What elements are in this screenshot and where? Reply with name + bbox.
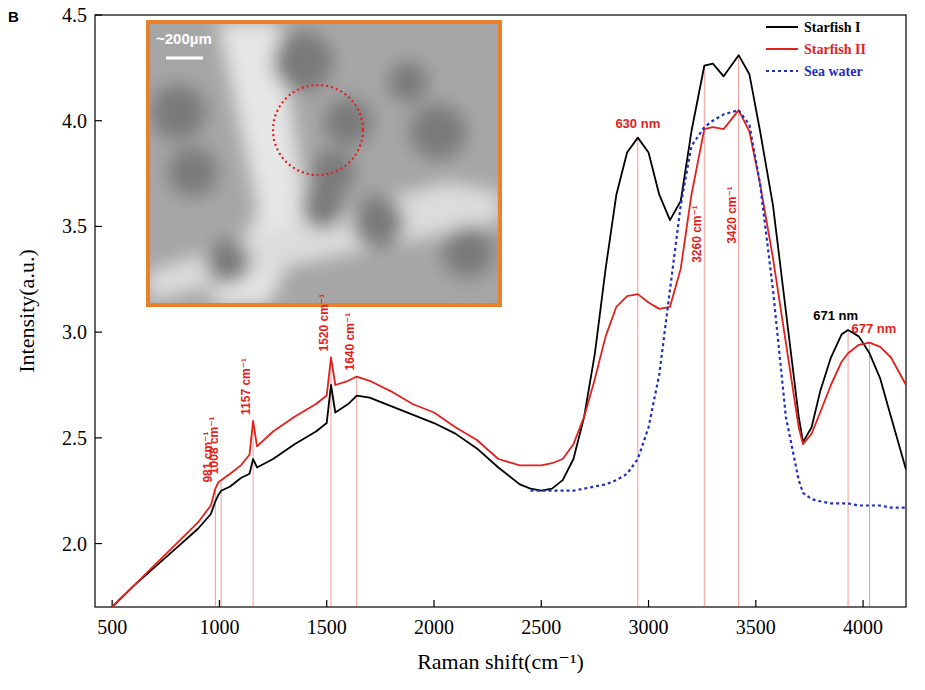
- y-tick: [95, 332, 102, 333]
- inset-bright-band: [148, 182, 500, 302]
- annotation-line: [356, 377, 357, 607]
- x-tick: [433, 600, 434, 607]
- x-tick-label: 500: [97, 616, 127, 638]
- annotation-line: [221, 480, 222, 607]
- legend-label: Starfish II: [804, 42, 866, 57]
- x-tick-label: 1000: [199, 616, 239, 638]
- series-line: [112, 110, 906, 607]
- y-tick-label: 2.5: [62, 427, 87, 449]
- annotation-label: 677 nm: [852, 321, 897, 336]
- annotation-label: 1640 cm⁻¹: [343, 313, 357, 371]
- x-tick: [219, 600, 220, 607]
- inset-content: ~200µm: [148, 22, 500, 305]
- scale-label: ~200µm: [156, 30, 212, 47]
- annotation-line: [637, 138, 638, 607]
- annotation-label: 1008 cm⁻¹: [207, 416, 221, 474]
- annotation-lines: [215, 55, 869, 607]
- y-tick: [95, 437, 102, 438]
- panel-letter: B: [8, 8, 19, 25]
- annotation-line: [738, 55, 739, 607]
- x-tick-label: 3000: [629, 616, 669, 638]
- x-tick-label: 3500: [736, 616, 776, 638]
- legend-swatch: [766, 26, 798, 28]
- y-tick: [95, 226, 102, 227]
- inset-ground: [148, 22, 500, 305]
- inset-cell: [324, 98, 372, 146]
- x-tick-label: 1500: [307, 616, 347, 638]
- x-tick: [755, 600, 756, 607]
- y-tick-label: 3.5: [62, 215, 87, 237]
- inset-cell: [168, 147, 218, 197]
- scale-bar: [166, 57, 203, 60]
- inset-cell: [442, 226, 494, 278]
- annotation-label: 3420 cm⁻¹: [725, 186, 739, 244]
- x-axis-title: Raman shift(cm⁻¹): [417, 649, 584, 674]
- y-tick-label: 3.0: [62, 321, 87, 343]
- x-tick-label: 2000: [414, 616, 454, 638]
- legend-label: Starfish I: [804, 20, 860, 35]
- inset-cell: [301, 185, 345, 229]
- x-tick-label: 2500: [521, 616, 561, 638]
- series-line: [112, 55, 906, 607]
- y-axis-title: Intensity(a.u.): [14, 249, 39, 372]
- annotation-label: 630 nm: [615, 116, 660, 131]
- series-lines: [112, 55, 906, 607]
- y-tick: [95, 543, 102, 544]
- x-tick-label: 4000: [843, 616, 883, 638]
- annotation-line: [253, 421, 254, 607]
- legend: Starfish I Starfish II Sea water: [766, 20, 866, 79]
- y-tick-label: 2.0: [62, 533, 87, 555]
- x-tick: [648, 600, 649, 607]
- legend-swatch: [766, 48, 798, 50]
- y-tick: [95, 14, 102, 15]
- series-line: [531, 110, 906, 507]
- x-tick: [862, 600, 863, 607]
- inset-border: [148, 22, 500, 305]
- x-tick: [541, 600, 542, 607]
- inset-image: ~200µm: [148, 22, 500, 305]
- annotation-line: [704, 66, 705, 607]
- page: {"chart_data": { "type": "line", "panel"…: [0, 0, 925, 690]
- inset-cell: [410, 104, 466, 160]
- x-tick: [326, 600, 327, 607]
- legend-label: Sea water: [804, 64, 863, 79]
- annotation-label: 1520 cm⁻¹: [317, 294, 331, 352]
- annotation-label: 1157 cm⁻¹: [239, 358, 253, 415]
- inset-blobs: [148, 22, 500, 305]
- y-tick-label: 4.5: [62, 4, 87, 26]
- annotation-line: [215, 489, 216, 607]
- legend-swatch: [766, 70, 798, 72]
- inset-cell: [150, 84, 206, 140]
- y-tick: [95, 120, 102, 121]
- annotation-line: [869, 343, 870, 607]
- y-tick-label: 4.0: [62, 110, 87, 132]
- inset-circle: [273, 85, 363, 175]
- inset-cell: [388, 62, 428, 102]
- annotation-label: 3260 cm⁻¹: [690, 205, 704, 263]
- chart: ~200µm 500 1000 1500 2000 2500 3000 3500 4000 2.0…: [0, 0, 925, 690]
- inset-cell: [206, 240, 250, 284]
- inset-cell: [352, 196, 404, 248]
- plot-frame: [95, 15, 906, 607]
- annotation-line: [848, 330, 849, 607]
- inset-cell: [273, 32, 333, 92]
